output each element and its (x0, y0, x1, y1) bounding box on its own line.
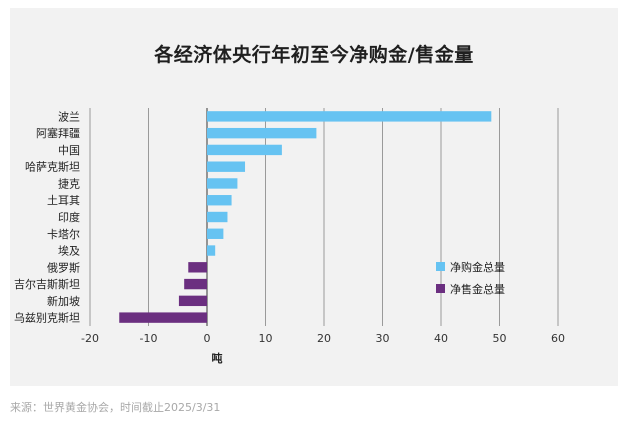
bar (207, 245, 216, 256)
legend-swatch (436, 262, 445, 271)
category-label: 新加坡 (47, 294, 80, 308)
legend-swatch (436, 284, 445, 293)
bar (207, 211, 228, 223)
bar (178, 295, 207, 307)
category-label: 埃及 (58, 244, 80, 258)
bar (207, 161, 246, 172)
bar (207, 178, 238, 189)
category-label: 吉尔吉斯斯坦 (14, 277, 80, 291)
chart-card: 各经济体央行年初至今净购金/售金量 -20 -10 0 10 20 30 40 50 60 吨 波兰… (10, 8, 618, 386)
bar (119, 312, 207, 323)
x-tick-label: 40 (434, 332, 448, 345)
category-label: 俄罗斯 (47, 261, 80, 274)
category-label: 印度 (58, 210, 80, 224)
x-axis-label: 吨 (212, 351, 223, 365)
x-tick-label: 0 (204, 332, 211, 345)
x-tick-label: 50 (493, 332, 507, 345)
category-label: 哈萨克斯坦 (25, 160, 80, 174)
legend-label: 净售金总量 (450, 282, 505, 296)
category-label: 卡塔尔 (47, 228, 80, 241)
bar (207, 228, 224, 239)
category-label: 土耳其 (47, 194, 80, 207)
x-tick-label: 30 (376, 332, 390, 345)
category-label: 乌兹别克斯坦 (14, 311, 80, 325)
bar (207, 127, 317, 139)
bar (207, 195, 232, 206)
category-label: 阿塞拜疆 (36, 126, 80, 140)
category-label: 捷克 (58, 176, 80, 190)
x-tick-label: 20 (317, 332, 331, 345)
category-label: 波兰 (58, 110, 80, 123)
category-label: 中国 (58, 144, 80, 157)
source-note: 来源：世界黄金协会，时间截止2025/3/31 (10, 401, 221, 414)
bar (207, 144, 282, 156)
chart-title: 各经济体央行年初至今净购金/售金量 (154, 44, 474, 66)
bar (184, 278, 207, 290)
bar (188, 262, 207, 273)
bar (207, 111, 492, 122)
bar-chart: -20 -10 0 10 20 30 40 50 60 吨 波兰阿塞拜疆中国哈萨克斯坦捷克土耳其印度… (14, 108, 565, 365)
x-tick-label: -10 (140, 332, 158, 345)
x-tick-label: 10 (259, 332, 273, 345)
x-tick-label: -20 (81, 332, 99, 345)
legend-label: 净购金总量 (450, 260, 505, 274)
x-tick-label: 60 (551, 332, 565, 345)
